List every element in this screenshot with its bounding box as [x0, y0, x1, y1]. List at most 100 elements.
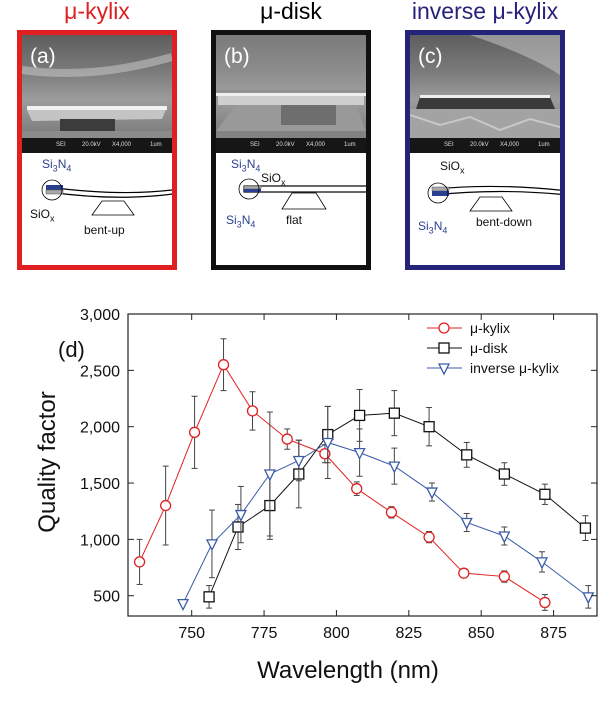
y-tick-label: 3,000: [80, 307, 120, 324]
schematic-a: Si3N4 SiOx bent-up: [22, 153, 172, 265]
label-si3n4: Si3N4: [42, 157, 72, 174]
legend-entry: μ-disk: [470, 340, 509, 356]
data-point: [353, 447, 366, 461]
legend: μ-kylix μ-disk inverse μ-kylix: [427, 320, 559, 376]
label-siox: SiOx: [440, 159, 465, 176]
data-point: [539, 488, 551, 500]
sem-image-c: (c) SEI 20.0kV X4,000 1um: [410, 35, 560, 153]
data-point: [385, 506, 398, 518]
sem-scale: 1um: [150, 142, 162, 148]
data-point: [203, 591, 215, 603]
sem-info-bar-b: SEI 20.0kV X4,000 1um: [216, 138, 366, 153]
data-point: [176, 598, 190, 612]
data-point: [205, 539, 219, 552]
data-point: [388, 461, 401, 474]
y-tick-label: 2,500: [80, 363, 120, 380]
data-point: [133, 556, 146, 568]
plot-series: [133, 338, 595, 612]
label-siox: SiOx: [30, 207, 55, 224]
y-tick-label: 1,000: [80, 532, 120, 549]
sem-info-bar-c: SEI 20.0kV X4,000 1um: [410, 138, 560, 153]
sem-sei: SEI: [56, 142, 66, 148]
label-si3n4-bottom: Si3N4: [226, 213, 256, 230]
x-tick-label: 775: [251, 625, 278, 642]
series-1: [203, 389, 592, 609]
plot-border: [127, 313, 598, 617]
label-si3n4-top: Si3N4: [231, 157, 261, 174]
legend-entry: inverse μ-kylix: [470, 360, 559, 376]
panel-a-title: μ-kylix: [64, 0, 130, 24]
sem-kv: 20.0kV: [82, 142, 101, 148]
sem-scale: 1um: [344, 142, 356, 148]
x-tick-label: 850: [468, 625, 495, 642]
y-tick-label: 500: [93, 589, 120, 606]
data-point: [535, 557, 549, 570]
sem-image-b: (b) SEI 20.0kV X4,000 1um: [216, 35, 366, 153]
data-point: [425, 487, 439, 500]
data-point: [188, 426, 201, 438]
data-point: [461, 449, 473, 461]
data-point: [458, 567, 470, 579]
panel-a: (a) SEI 20.0kV X4,000 1um Si3N4 SiOx ben…: [17, 30, 177, 270]
legend-entry: μ-kylix: [470, 320, 510, 336]
data-point: [234, 509, 247, 523]
data-point: [460, 517, 473, 530]
y-tick-label: 1,500: [80, 476, 120, 493]
data-point: [246, 405, 259, 417]
sem-scale: 1um: [538, 142, 550, 148]
panel-a-label: (a): [30, 45, 56, 68]
sem-kv: 20.0kV: [276, 142, 295, 148]
sem-sei: SEI: [250, 142, 260, 148]
schematic-b: Si3N4 SiOx Si3N4 flat: [216, 153, 366, 265]
quality-factor-chart: 750 775 800 825 850 875 500 1,000 1,500 2,000 2,50…: [34, 307, 598, 684]
label-siox: SiOx: [261, 171, 286, 188]
panel-c-title: inverse μ-kylix: [411, 0, 559, 24]
data-point: [319, 448, 331, 460]
panel-b-label: (b): [224, 45, 250, 68]
data-point: [353, 409, 366, 422]
sem-kv: 20.0kV: [470, 142, 489, 148]
data-point: [582, 592, 595, 605]
data-point: [232, 521, 244, 533]
x-tick-label: 800: [323, 625, 350, 642]
data-point: [539, 596, 551, 609]
sem-mag: X4,000: [500, 142, 520, 148]
panel-b-title: μ-disk: [260, 0, 322, 24]
data-point: [292, 455, 305, 468]
legend-marker: [438, 342, 450, 354]
y-axis-label: Quality factor: [34, 391, 61, 532]
data-point: [321, 437, 334, 450]
label-shape: bent-down: [476, 215, 533, 229]
data-point: [159, 499, 172, 512]
data-point: [498, 468, 511, 480]
x-tick-label: 875: [540, 625, 567, 642]
data-point: [281, 433, 293, 445]
legend-marker: [438, 322, 450, 334]
panel-b: (b) SEI 20.0kV X4,000 1um Si3N4 SiOx Si3…: [211, 30, 371, 270]
data-point: [388, 407, 400, 419]
data-point: [217, 359, 230, 371]
data-point: [579, 522, 592, 534]
sem-image-a: (a) SEI 20.0kV X4,000 1um: [22, 35, 172, 153]
panel-d-label: (d): [58, 337, 85, 362]
y-tick-label: 2,000: [80, 420, 120, 437]
label-shape: flat: [286, 213, 303, 227]
label-shape: bent-up: [84, 223, 125, 237]
series-0: [133, 338, 551, 611]
sem-sei: SEI: [444, 142, 454, 148]
plot-ticks: 750 775 800 825 850 875 500 1,000 1,500 2,000 2,50…: [80, 307, 597, 642]
sem-info-bar-a: SEI 20.0kV X4,000 1um: [22, 138, 172, 153]
series-2: [176, 405, 595, 612]
panel-c: (c) SEI 20.0kV X4,000 1um SiOx Si3N4 ben…: [405, 30, 565, 270]
sem-mag: X4,000: [306, 142, 326, 148]
x-tick-label: 825: [395, 625, 422, 642]
schematic-c: SiOx Si3N4 bent-down: [410, 153, 560, 265]
sem-mag: X4,000: [112, 142, 132, 148]
data-point: [498, 570, 511, 583]
data-point: [263, 469, 276, 482]
label-si3n4: Si3N4: [418, 219, 448, 236]
x-axis-label: Wavelength (nm): [257, 657, 439, 684]
data-point: [351, 483, 363, 495]
data-point: [423, 421, 435, 433]
x-tick-label: 750: [178, 625, 205, 642]
